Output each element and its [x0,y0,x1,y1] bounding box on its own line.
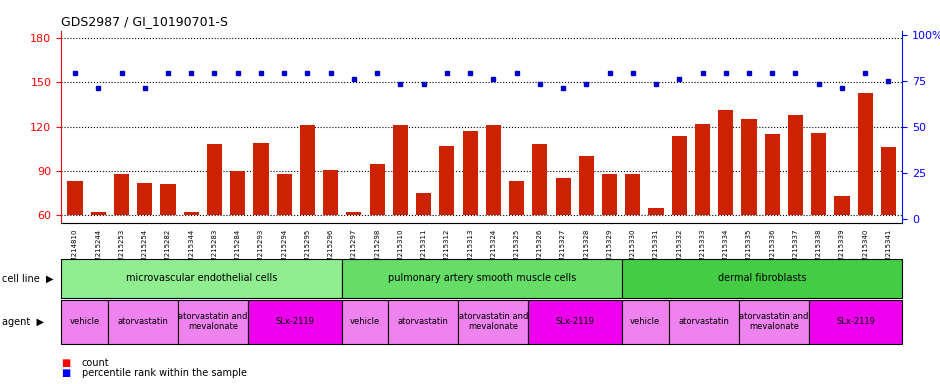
Bar [695,124,710,215]
Bar [276,174,291,215]
Bar [672,136,687,215]
Text: ■: ■ [61,368,70,378]
Text: atorvastatin: atorvastatin [398,317,448,326]
Text: GDS2987 / GI_10190701-S: GDS2987 / GI_10190701-S [61,15,228,28]
Bar [462,131,478,215]
Bar [857,93,872,215]
Text: ■: ■ [61,358,70,368]
Text: SLx-2119: SLx-2119 [556,317,595,326]
Text: microvascular endothelial cells: microvascular endothelial cells [126,273,277,283]
Text: atorvastatin and
mevalonate: atorvastatin and mevalonate [459,312,528,331]
Bar [137,183,152,215]
Text: cell line  ▶: cell line ▶ [2,273,54,283]
Bar [811,132,826,215]
Bar [393,125,408,215]
Bar [346,212,362,215]
Bar [91,212,106,215]
Bar [416,193,431,215]
Text: count: count [82,358,109,368]
Bar [532,144,547,215]
Bar [649,208,664,215]
Bar [625,174,640,215]
Bar [881,147,896,215]
Text: atorvastatin and
mevalonate: atorvastatin and mevalonate [739,312,808,331]
Bar [114,174,129,215]
Text: vehicle: vehicle [70,317,100,326]
Bar [230,171,245,215]
Text: atorvastatin: atorvastatin [679,317,729,326]
Text: SLx-2119: SLx-2119 [275,317,314,326]
Text: agent  ▶: agent ▶ [2,316,44,327]
Bar [579,156,594,215]
Bar [300,125,315,215]
Bar [835,196,850,215]
Bar [788,115,803,215]
Text: vehicle: vehicle [630,317,661,326]
Bar [765,134,780,215]
Bar [742,119,757,215]
Bar [68,181,83,215]
Bar [718,111,733,215]
Text: percentile rank within the sample: percentile rank within the sample [82,368,247,378]
Bar [161,184,176,215]
Bar [439,146,454,215]
Text: dermal fibroblasts: dermal fibroblasts [718,273,807,283]
Text: SLx-2119: SLx-2119 [837,317,875,326]
Bar [254,143,269,215]
Bar [486,125,501,215]
Bar [369,164,384,215]
Bar [183,212,198,215]
Bar [602,174,618,215]
Text: atorvastatin and
mevalonate: atorvastatin and mevalonate [179,312,247,331]
Text: pulmonary artery smooth muscle cells: pulmonary artery smooth muscle cells [387,273,576,283]
Text: atorvastatin: atorvastatin [118,317,168,326]
Bar [323,170,338,215]
Bar [207,144,222,215]
Bar [509,181,525,215]
Bar [556,179,571,215]
Text: vehicle: vehicle [350,317,380,326]
